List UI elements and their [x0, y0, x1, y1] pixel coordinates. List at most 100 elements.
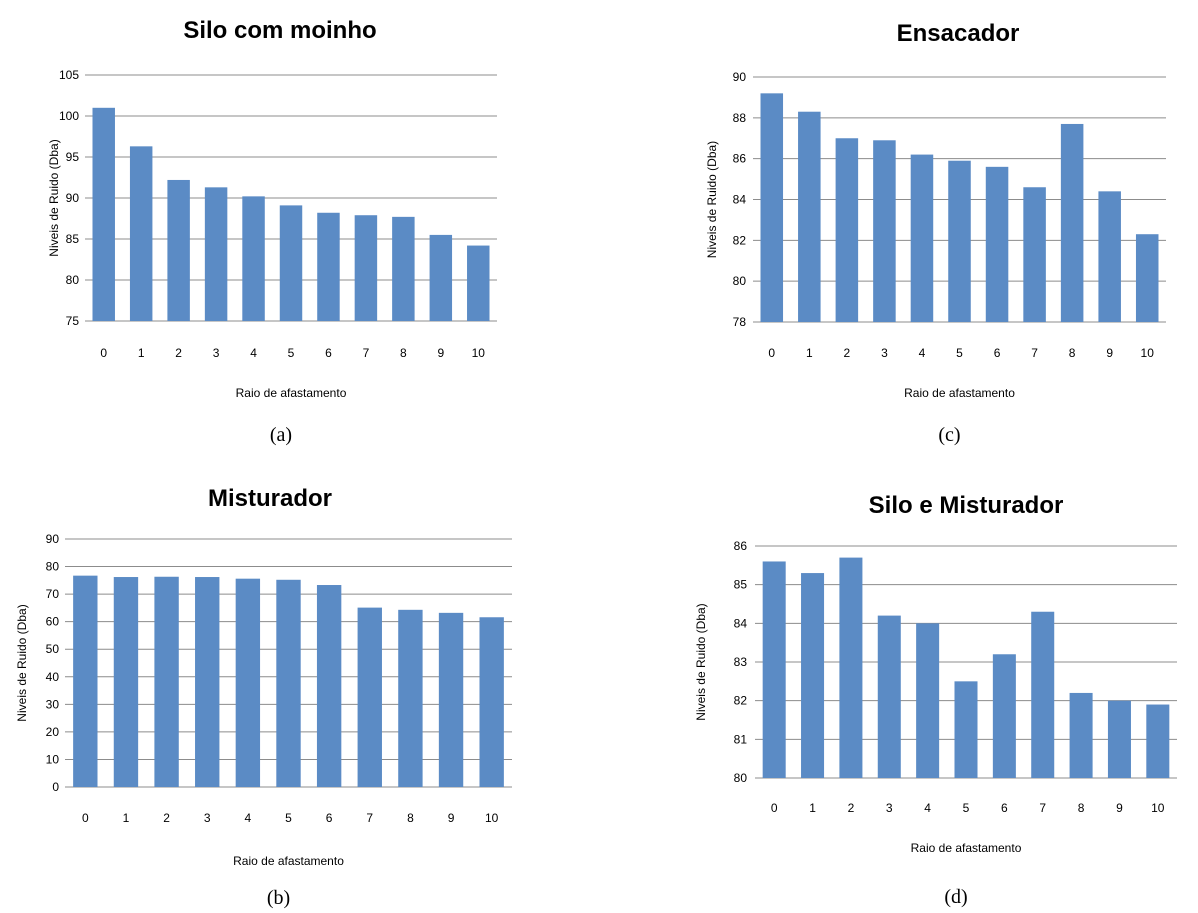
y-tick-label: 80 — [66, 273, 80, 287]
bar-10 — [1135, 234, 1159, 322]
x-tick-label: 4 — [924, 801, 931, 815]
bar-6 — [317, 212, 340, 321]
bar-7 — [1031, 611, 1055, 778]
bar-0 — [760, 93, 784, 322]
bar-8 — [1069, 692, 1093, 778]
y-tick-label: 86 — [733, 152, 747, 166]
y-tick-label: 78 — [733, 315, 747, 329]
x-tick-label: 6 — [325, 346, 332, 360]
x-tick-label: 2 — [844, 346, 851, 360]
x-tick-label: 4 — [245, 811, 252, 825]
bar-0 — [73, 575, 98, 787]
y-tick-label: 80 — [734, 771, 748, 785]
bar-1 — [113, 577, 139, 787]
chart-title: Ensacador — [897, 20, 1020, 47]
bar-5 — [276, 579, 301, 787]
x-tick-label: 2 — [163, 811, 170, 825]
x-tick-label: 1 — [806, 346, 813, 360]
x-tick-label: 10 — [485, 811, 499, 825]
y-tick-label: 75 — [66, 314, 80, 328]
x-tick-label: 8 — [407, 811, 414, 825]
x-tick-label: 6 — [326, 811, 333, 825]
bar-9 — [1098, 191, 1121, 322]
y-tick-label: 90 — [733, 70, 747, 84]
bar-1 — [798, 111, 821, 322]
bar-3 — [873, 140, 896, 322]
x-tick-label: 8 — [1069, 346, 1076, 360]
bar-4 — [910, 154, 934, 322]
chart-title: Silo e Misturador — [869, 492, 1064, 519]
x-tick-label: 7 — [1031, 346, 1038, 360]
y-tick-label: 60 — [46, 615, 60, 629]
x-tick-label: 0 — [771, 801, 778, 815]
x-tick-label: 4 — [250, 346, 257, 360]
x-tick-label: 9 — [1116, 801, 1123, 815]
bar-2 — [835, 138, 859, 322]
subfigure-caption: (b) — [267, 887, 290, 909]
chart-title: Misturador — [208, 485, 332, 512]
y-tick-label: 82 — [733, 233, 747, 247]
bar-8 — [1060, 123, 1084, 322]
x-tick-label: 1 — [809, 801, 816, 815]
y-tick-label: 90 — [46, 532, 60, 546]
x-tick-label: 8 — [1078, 801, 1085, 815]
x-tick-label: 10 — [1151, 801, 1165, 815]
bar-9 — [429, 234, 453, 321]
bar-6 — [985, 166, 1009, 322]
bar-1 — [801, 573, 825, 778]
bar-7 — [357, 607, 382, 787]
x-tick-label: 9 — [437, 346, 444, 360]
bar-5 — [954, 681, 978, 778]
bar-2 — [154, 576, 179, 787]
bar-7 — [354, 215, 378, 321]
x-tick-label: 3 — [213, 346, 220, 360]
bar-9 — [438, 612, 464, 787]
y-tick-label: 20 — [46, 725, 60, 739]
y-tick-label: 10 — [46, 752, 60, 766]
x-tick-label: 8 — [400, 346, 407, 360]
x-tick-label: 9 — [1106, 346, 1113, 360]
y-tick-label: 85 — [66, 232, 80, 246]
y-tick-label: 88 — [733, 111, 747, 125]
y-tick-label: 84 — [733, 193, 747, 207]
subfigure-caption: (d) — [944, 886, 967, 908]
y-tick-label: 105 — [59, 68, 79, 82]
x-tick-label: 10 — [1141, 346, 1155, 360]
y-tick-label: 0 — [52, 780, 59, 794]
bar-8 — [398, 609, 423, 787]
x-tick-label: 3 — [886, 801, 893, 815]
chart-b: Misturador 0 10 20 30 40 50 60 70 80 90 0 1 2 3 4 5 6 7 8 9 1… — [15, 485, 512, 909]
x-tick-label: 0 — [82, 811, 89, 825]
y-axis-label: Niveis de Ruido (Dba) — [705, 141, 719, 258]
chart-title: Silo com moinho — [183, 17, 376, 44]
bar-3 — [195, 577, 220, 787]
bar-4 — [242, 196, 265, 321]
y-tick-label: 80 — [46, 560, 60, 574]
x-tick-label: 10 — [472, 346, 486, 360]
x-axis-label: Raio de afastamento — [233, 854, 344, 868]
y-tick-label: 95 — [66, 150, 80, 164]
x-tick-label: 3 — [881, 346, 888, 360]
x-axis-label: Raio de afastamento — [904, 386, 1015, 400]
y-tick-label: 86 — [734, 539, 748, 553]
subfigure-caption: (c) — [938, 424, 960, 446]
bar-7 — [1023, 187, 1046, 322]
bar-0 — [92, 107, 115, 321]
x-tick-label: 5 — [285, 811, 292, 825]
y-tick-label: 40 — [46, 670, 60, 684]
x-tick-label: 2 — [175, 346, 182, 360]
x-tick-label: 2 — [848, 801, 855, 815]
chart-a: Silo com moinho 75 80 85 90 95 100 105 0 1 2 3 4 5 6 7 8… — [47, 17, 497, 446]
bar-9 — [1107, 700, 1131, 778]
bar-10 — [1146, 704, 1170, 778]
subfigure-caption: (a) — [270, 424, 292, 446]
y-tick-label: 80 — [733, 274, 747, 288]
y-axis-label: Niveis de Ruido (Dba) — [694, 603, 708, 720]
y-tick-label: 82 — [734, 694, 748, 708]
y-tick-label: 100 — [59, 109, 79, 123]
bar-2 — [839, 557, 863, 778]
y-tick-label: 83 — [734, 655, 748, 669]
bar-3 — [204, 187, 228, 321]
